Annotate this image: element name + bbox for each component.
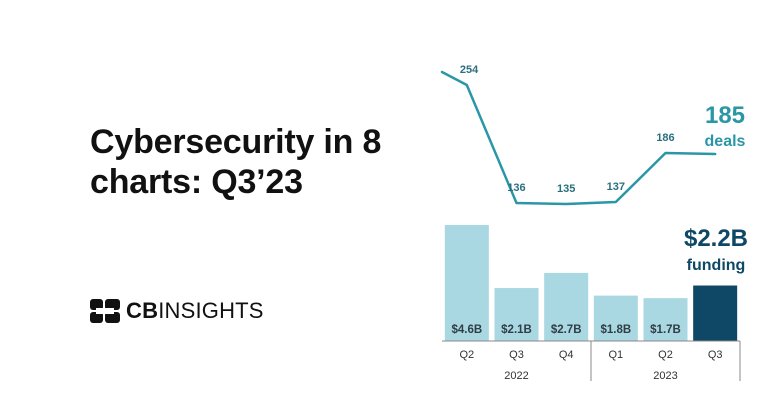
x-tick-label: Q1: [608, 349, 623, 361]
line-value-label: 135: [557, 183, 575, 195]
cb-insights-logo: CBINSIGHTS: [90, 299, 264, 323]
year-label: 2022: [504, 370, 528, 382]
x-tick-label: Q3: [708, 349, 723, 361]
funding-bar: [494, 288, 539, 341]
funding-bar: [693, 285, 738, 341]
deals-summary-unit: deals: [705, 133, 746, 150]
title-line-2: charts: Q3’23: [90, 163, 303, 201]
logo-text-rest: INSIGHTS: [158, 298, 264, 323]
line-value-label: 137: [607, 181, 625, 193]
line-value-label: 136: [507, 182, 525, 194]
funding-summary-unit: funding: [687, 257, 746, 274]
logo-text-bold: CB: [126, 298, 159, 323]
bar-value-label: $2.1B: [501, 324, 532, 336]
x-tick-label: Q3: [509, 349, 524, 361]
line-value-label: 254: [460, 64, 479, 76]
bar-value-label: $2.7B: [551, 324, 582, 336]
page-title: Cybersecurity in 8 charts: Q3’23: [90, 122, 450, 202]
funding-bar: [593, 295, 638, 341]
title-line-1: Cybersecurity in 8: [90, 123, 382, 161]
line-value-label: 186: [656, 132, 674, 144]
x-tick-label: Q2: [459, 349, 474, 361]
logo-text: CBINSIGHTS: [126, 299, 264, 323]
bar-value-label: $1.8B: [600, 324, 631, 336]
bar-value-label: $1.7B: [650, 324, 681, 336]
deals-summary-value: 185: [705, 102, 745, 129]
funding-summary-value: $2.2B: [684, 225, 748, 252]
funding-bar: [643, 298, 688, 341]
funding-bar: [444, 225, 489, 341]
x-tick-label: Q2: [658, 349, 673, 361]
x-tick-label: Q4: [559, 349, 574, 361]
cb-logo-icon: [90, 299, 120, 323]
funding-bar: [544, 272, 589, 341]
year-label: 2023: [653, 370, 677, 382]
bar-value-label: $4.6B: [451, 324, 482, 336]
deals-line: [440, 70, 717, 206]
